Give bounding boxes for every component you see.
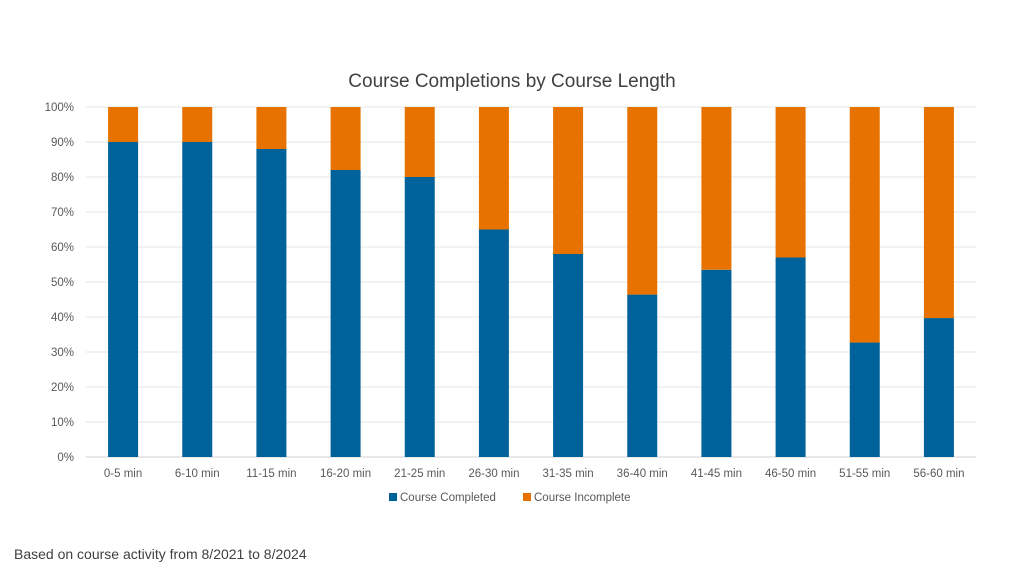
x-tick-label: 6-10 min [175,468,220,480]
x-tick-label: 16-20 min [320,468,371,480]
y-tick-label: 80% [51,172,74,184]
bar-incomplete [701,107,732,270]
footnote: Based on course activity from 8/2021 to … [14,546,307,562]
y-tick-label: 90% [51,137,74,149]
y-tick-label: 70% [51,207,74,219]
y-tick-label: 30% [51,347,74,359]
y-tick-label: 50% [51,277,74,289]
bar-completed [701,269,732,457]
legend-swatch [523,493,531,501]
bar-incomplete [627,107,658,295]
y-tick-label: 40% [51,312,74,324]
bar-completed [330,170,361,457]
bar-completed [627,294,658,457]
bar-completed [404,177,435,457]
x-tick-label: 26-30 min [468,468,519,480]
legend-swatch [389,493,397,501]
bar-incomplete [256,107,287,149]
y-tick-label: 100% [45,102,74,114]
x-tick-label: 36-40 min [617,468,668,480]
x-tick-label: 31-35 min [543,468,594,480]
legend-label: Course Incomplete [534,492,631,504]
bar-completed [849,342,880,457]
bar-completed [553,254,584,457]
x-tick-label: 11-15 min [246,468,296,480]
bar-incomplete [108,107,139,142]
x-tick-label: 51-55 min [839,468,890,480]
chart-title: Course Completions by Course Length [348,71,675,92]
bar-incomplete [404,107,435,177]
bar-completed [775,257,806,457]
y-tick-label: 20% [51,382,74,394]
bar-completed [478,229,509,457]
bar-completed [108,142,139,457]
bar-incomplete [775,107,806,258]
y-tick-label: 60% [51,242,74,254]
x-tick-label: 21-25 min [394,468,445,480]
bar-completed [923,318,954,457]
y-tick-label: 0% [57,452,74,464]
x-tick-label: 56-60 min [913,468,964,480]
bar-incomplete [923,107,954,319]
bar-completed [256,149,287,457]
bar-completed [182,142,213,457]
bar-incomplete [553,107,584,254]
y-tick-label: 10% [51,417,74,429]
legend-label: Course Completed [400,492,496,504]
bar-incomplete [330,107,361,170]
x-tick-label: 46-50 min [765,468,816,480]
bar-incomplete [182,107,213,142]
x-tick-label: 0-5 min [104,468,142,480]
x-tick-label: 41-45 min [691,468,742,480]
bar-incomplete [849,107,880,343]
bar-incomplete [478,107,509,230]
